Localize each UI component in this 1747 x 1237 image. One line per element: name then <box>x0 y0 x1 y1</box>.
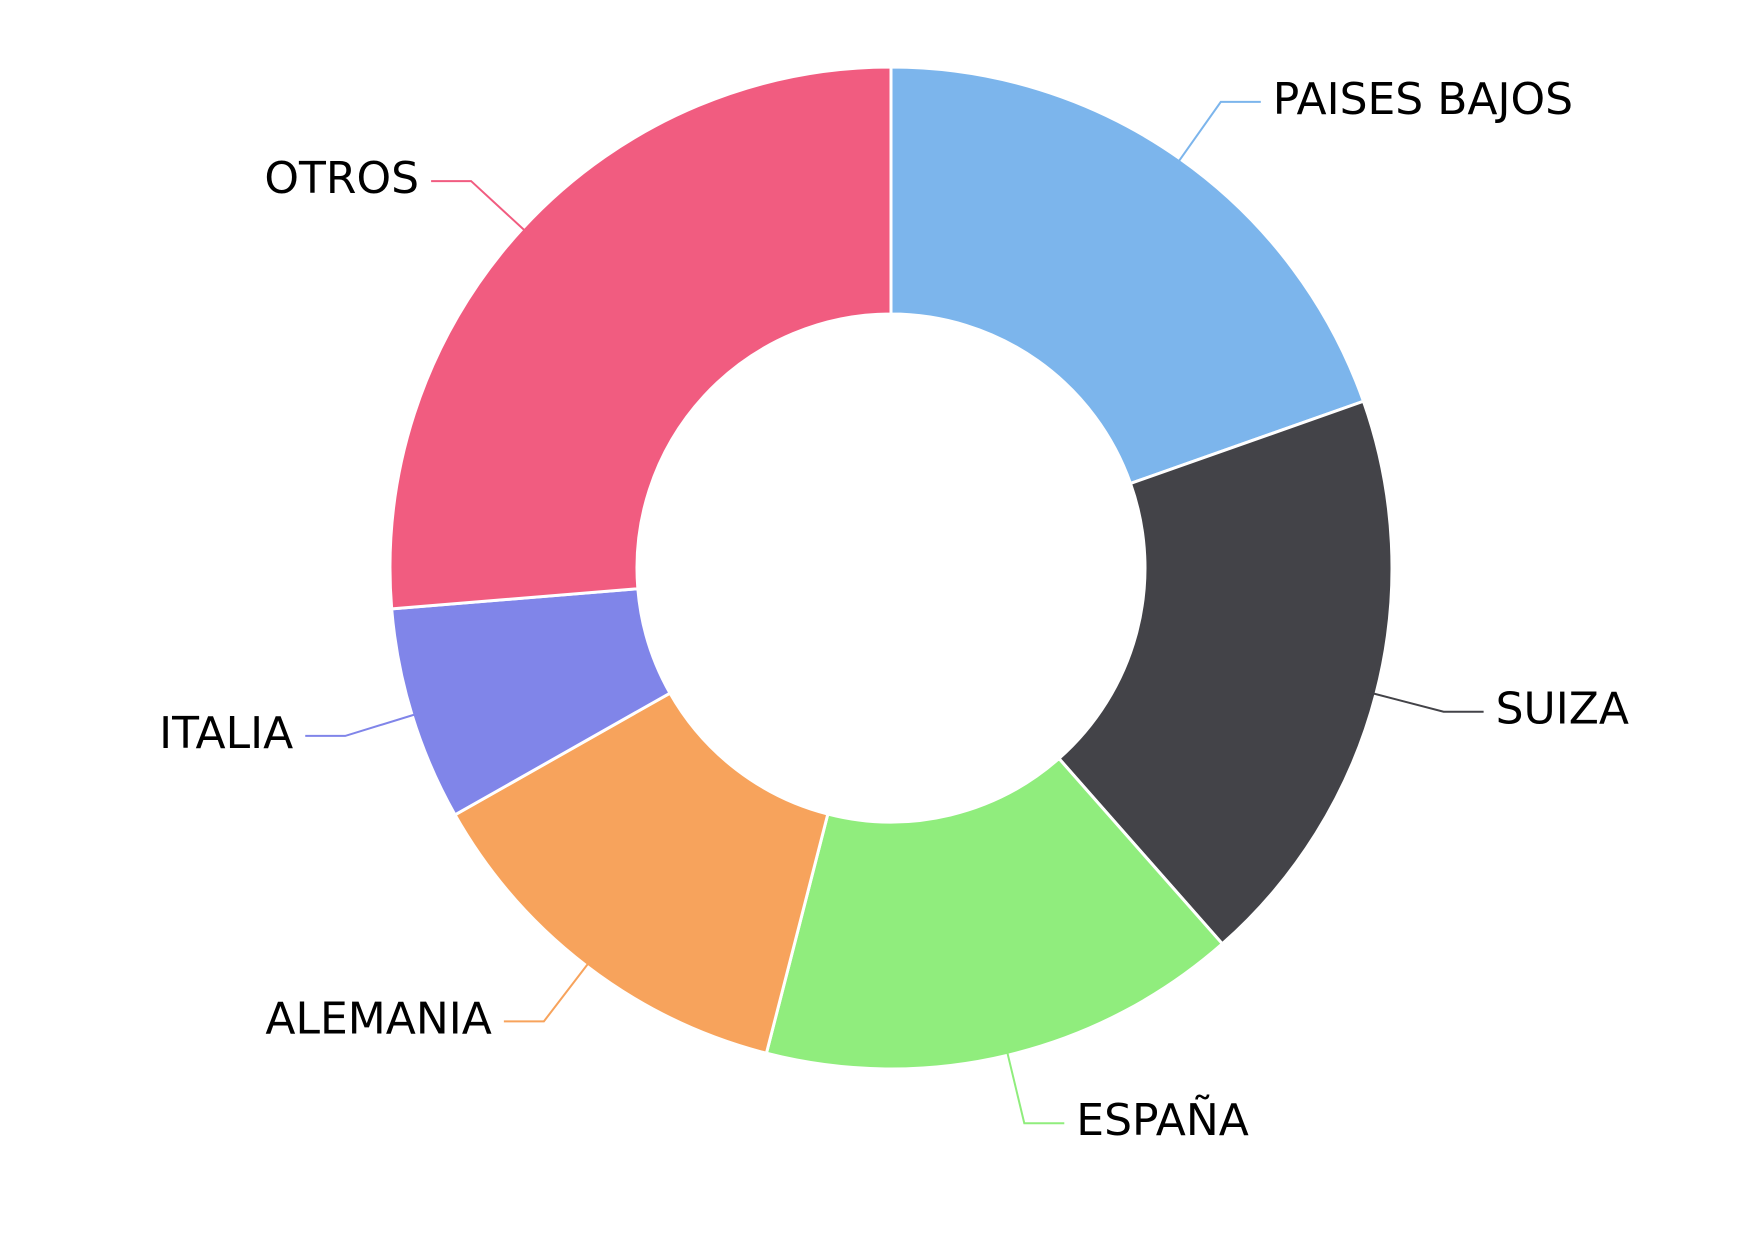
slice-label: ESPAÑA <box>1076 1094 1249 1146</box>
leader-line <box>305 711 423 737</box>
donut-slice <box>1056 399 1394 946</box>
leader-line <box>431 180 531 237</box>
slice-label: SUIZA <box>1496 684 1629 735</box>
leader-line <box>1365 690 1484 713</box>
slice-label: PAISES BAJOS <box>1273 74 1573 125</box>
slice-label: ITALIA <box>159 708 293 759</box>
donut-slice <box>452 691 830 1056</box>
donut-slice <box>889 65 1366 486</box>
slice-label: ALEMANIA <box>265 993 491 1044</box>
leader-line <box>1173 100 1261 168</box>
donut-slice <box>388 65 893 611</box>
leader-line <box>503 957 594 1023</box>
donut-slice <box>764 756 1225 1071</box>
slice-label: OTROS <box>264 153 419 204</box>
leader-line <box>1004 1045 1065 1125</box>
